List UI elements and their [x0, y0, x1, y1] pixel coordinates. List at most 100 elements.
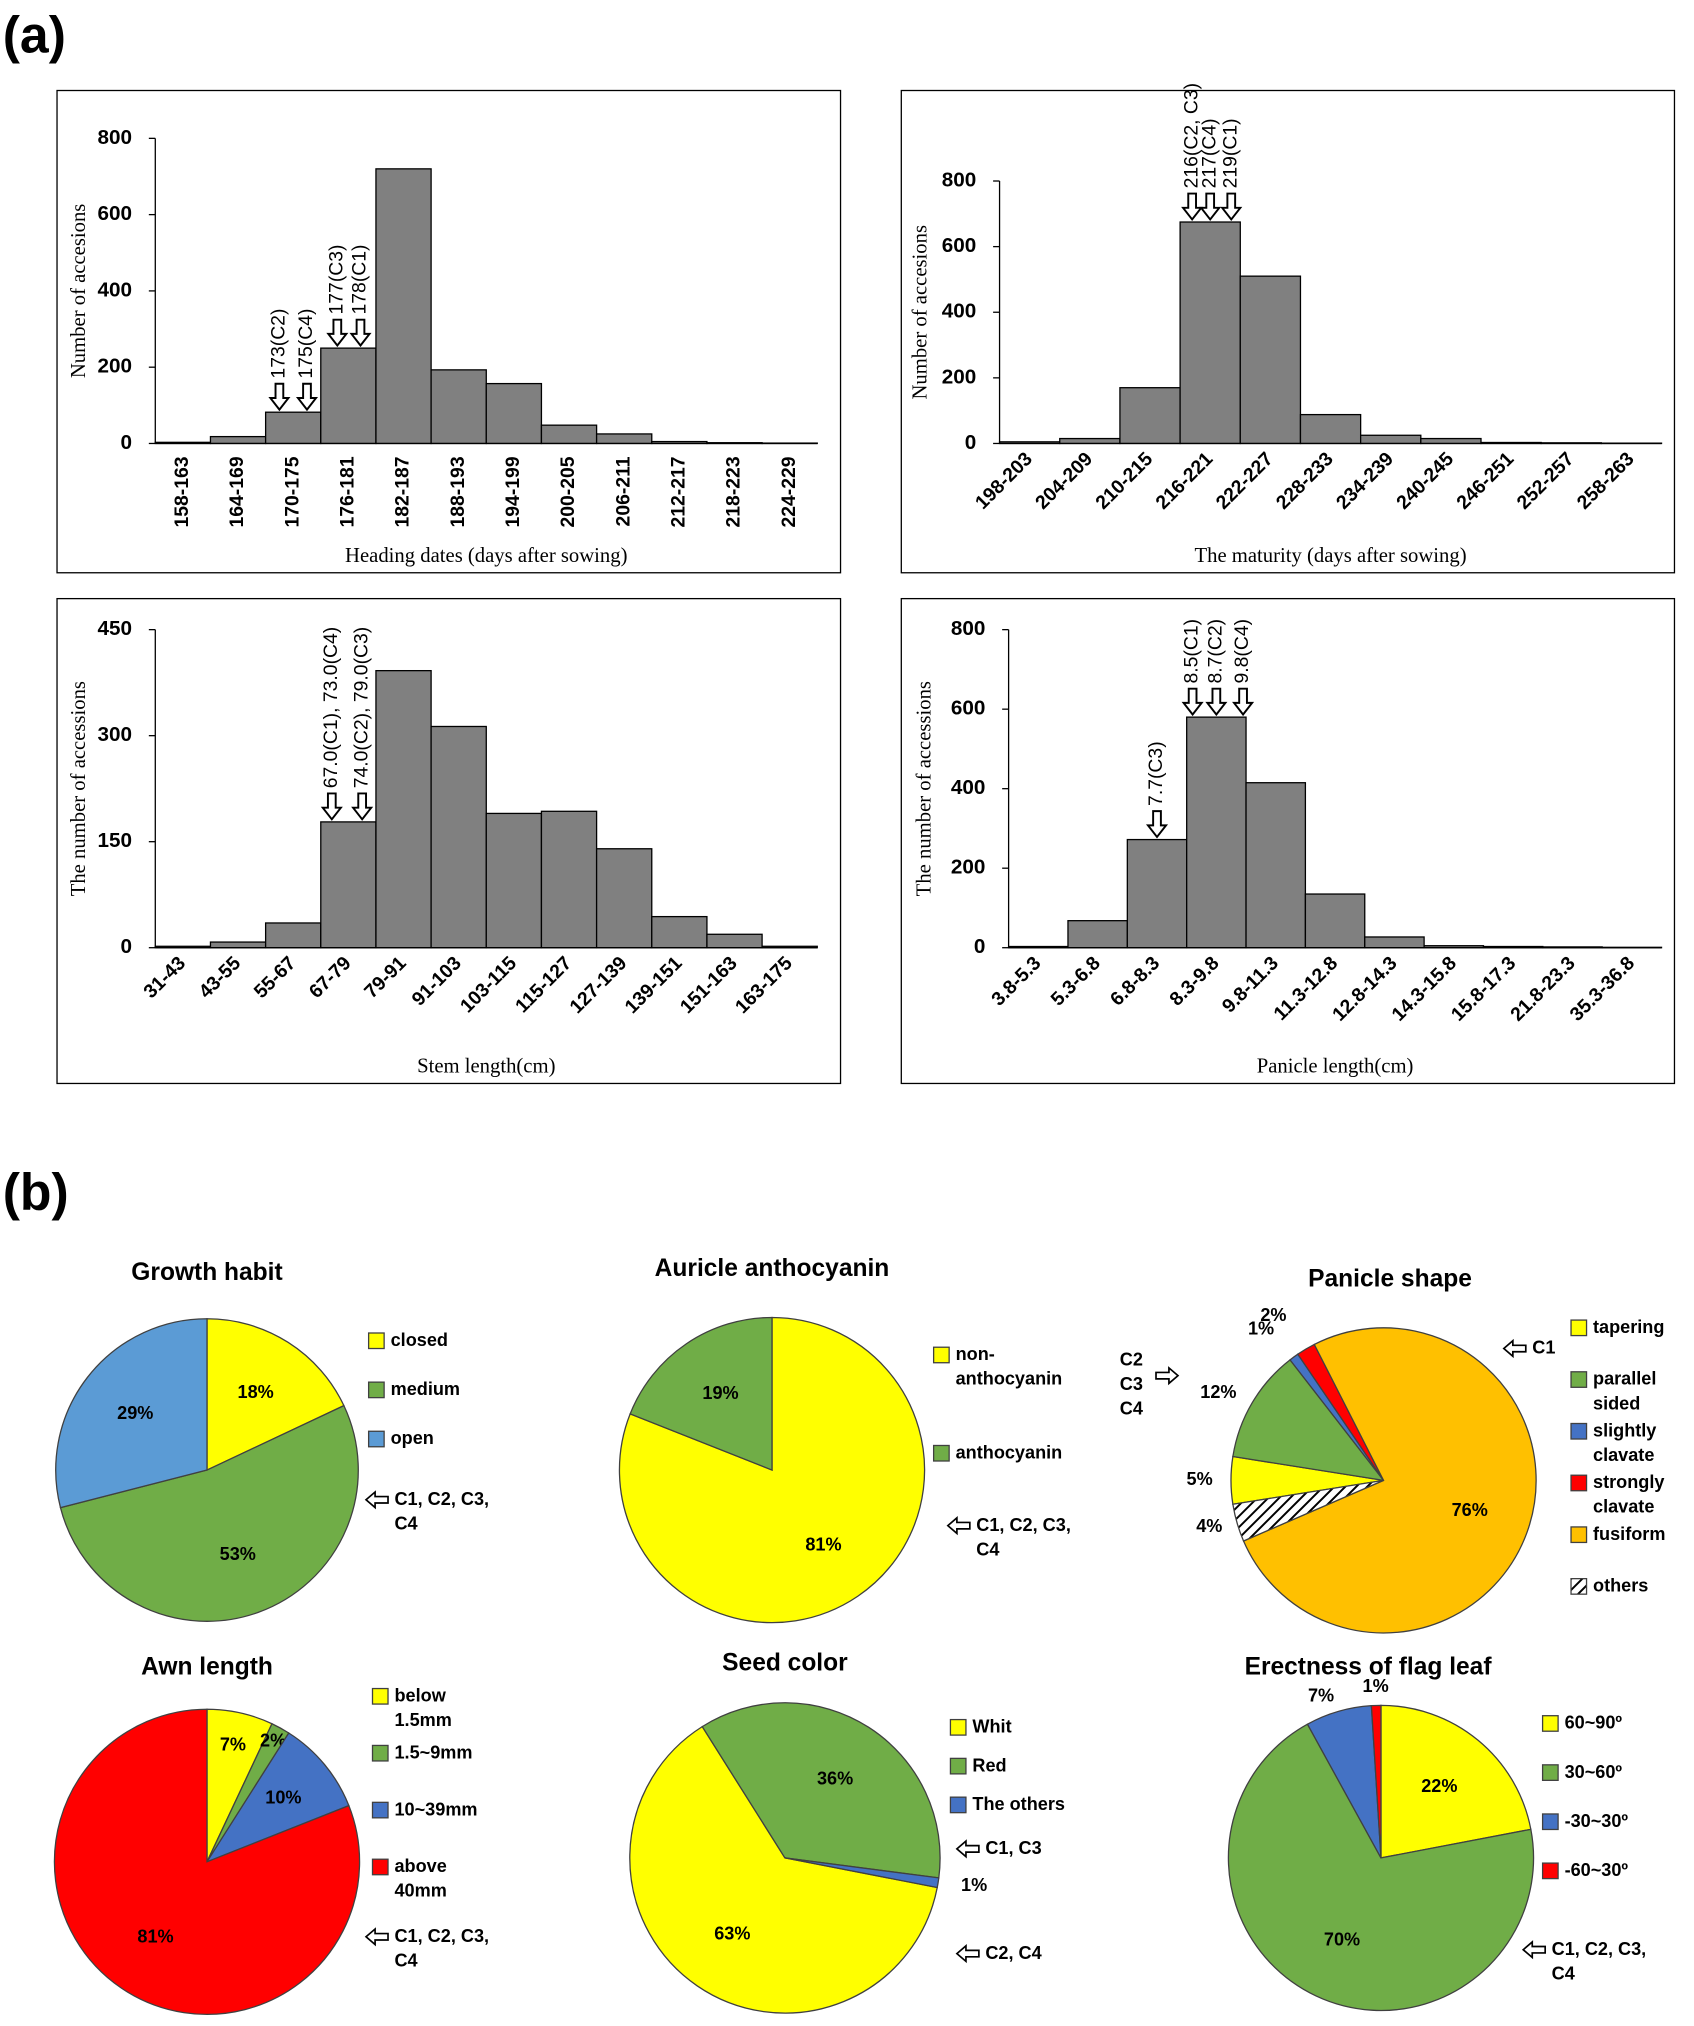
- annotation: 175(C4): [295, 309, 317, 379]
- y-tick-label: 800: [951, 617, 985, 640]
- bar: [540, 810, 598, 949]
- legend-label-box: tapering: [1593, 1316, 1665, 1337]
- annotation-arrow: [1199, 192, 1222, 222]
- annotation-arrow: [1205, 687, 1228, 717]
- legend-label-box: anthocyanin: [956, 1442, 1063, 1463]
- x-tick-label: 151-163: [676, 952, 742, 1018]
- pie-title: Awn length: [141, 1653, 273, 1680]
- annotation: 219(C1): [1219, 118, 1241, 188]
- pie-slice: [59, 1404, 359, 1622]
- x-tick-label: 163-175: [731, 952, 797, 1018]
- legend-label: above 40mm: [394, 1855, 447, 1901]
- bar: [375, 168, 432, 445]
- legend-swatch: [949, 1757, 967, 1775]
- bar: [264, 922, 322, 949]
- legend-label-box: Whit: [972, 1716, 1011, 1737]
- legend-label-box: parallel sided: [1593, 1368, 1656, 1413]
- legend-label-box: others: [1593, 1574, 1649, 1596]
- legend-label: others: [1593, 1574, 1649, 1596]
- bar: [209, 941, 267, 949]
- x-tick-label: 234-239: [1332, 448, 1398, 514]
- pie-title: Growth habit: [131, 1259, 282, 1286]
- bar: [1359, 434, 1422, 445]
- x-tick-label: 3.8-5.3: [987, 952, 1045, 1010]
- annotation-arrow: [1145, 810, 1169, 839]
- y-axis-label: The number of accessions: [68, 681, 90, 896]
- bar: [430, 369, 487, 445]
- legend-label: 60~90º: [1564, 1711, 1623, 1733]
- x-tick-label: 194-199: [502, 456, 524, 527]
- y-tick-label: 600: [98, 202, 133, 225]
- pie-slice: [1232, 1479, 1384, 1542]
- legend-swatch: [1570, 1319, 1588, 1337]
- y-tick-label: 400: [98, 278, 133, 301]
- x-tick-label: 222-227: [1212, 448, 1278, 514]
- x-tick-label: 206-211: [612, 456, 634, 526]
- legend-label-box: Red: [972, 1754, 1006, 1775]
- legend-swatch: [1570, 1474, 1588, 1492]
- legend-label: -30~30º: [1564, 1810, 1629, 1831]
- annotation: 217(C4): [1198, 118, 1220, 188]
- legend-label-box: slightly clavate: [1593, 1420, 1656, 1465]
- legend-label: 1.5~9mm: [394, 1741, 473, 1763]
- x-tick-label: 67-79: [305, 952, 356, 1003]
- x-tick-label: 218-223: [723, 456, 745, 527]
- bar: [595, 848, 653, 949]
- y-tick-label: 0: [965, 431, 976, 454]
- pie-title: Panicle shape: [1308, 1265, 1472, 1292]
- legend-label: -60~30º: [1564, 1859, 1629, 1880]
- legend-swatch: [367, 1332, 385, 1350]
- y-tick-label: 450: [98, 617, 133, 640]
- data-label: 1%: [1363, 1676, 1389, 1696]
- note-arrow: [1521, 1940, 1547, 1960]
- x-tick-label: 79-91: [360, 952, 411, 1003]
- bar: [651, 915, 708, 949]
- panel-label: (b): [3, 1163, 69, 1221]
- data-label: 1%: [1248, 1319, 1274, 1339]
- x-axis-label: The maturity (days after sowing): [1194, 545, 1466, 567]
- note-arrow: [364, 1927, 389, 1947]
- x-tick-label: 5.3-6.8: [1047, 952, 1105, 1010]
- note-box: C2 C3 C4: [1120, 1349, 1143, 1419]
- bar: [320, 347, 377, 445]
- y-tick-label: 150: [98, 829, 133, 852]
- legend-label-box: medium: [391, 1378, 460, 1399]
- legend-swatch: [1570, 1578, 1588, 1595]
- pie-title: Erectness of flag leaf: [1245, 1653, 1493, 1680]
- legend-label: non-anthocyanin: [955, 1343, 1063, 1389]
- x-tick-label: 212-217: [667, 456, 689, 527]
- bar: [1245, 782, 1307, 949]
- note-arrow: [955, 1839, 980, 1859]
- data-label: 7%: [220, 1734, 246, 1754]
- legend-label-box: 1.5~9mm: [394, 1741, 473, 1763]
- legend-swatch: [371, 1801, 389, 1819]
- bar: [320, 821, 377, 949]
- legend-label: 10~39mm: [394, 1798, 478, 1820]
- bar: [1420, 437, 1482, 445]
- legend-label: The others: [972, 1793, 1065, 1814]
- data-label: 81%: [805, 1535, 841, 1555]
- data-label: 29%: [117, 1403, 153, 1423]
- annotation-arrow: [326, 318, 349, 348]
- data-label: 36%: [817, 1768, 853, 1788]
- x-axis-label: Panicle length(cm): [1257, 1056, 1414, 1078]
- bar: [264, 411, 322, 445]
- legend-label: tapering: [1593, 1316, 1665, 1337]
- bar: [706, 933, 763, 949]
- legend-swatch: [367, 1381, 385, 1399]
- note-box: C2, C4: [985, 1941, 1042, 1963]
- pie-slice: [55, 1318, 208, 1509]
- note-box: C1, C2, C3, C4: [976, 1514, 1071, 1559]
- note: C2, C4: [985, 1941, 1042, 1963]
- legend-label-box: -30~30º: [1564, 1810, 1629, 1831]
- x-tick-label: 198-203: [971, 448, 1037, 514]
- legend-label-box: 30~60º: [1565, 1761, 1622, 1782]
- bar: [1186, 716, 1247, 949]
- note: C1: [1532, 1336, 1556, 1358]
- annotation-arrow: [351, 792, 374, 821]
- y-tick-label: 0: [974, 935, 985, 958]
- y-tick-label: 800: [942, 168, 976, 191]
- pie-title: Auricle anthocyanin: [655, 1255, 890, 1282]
